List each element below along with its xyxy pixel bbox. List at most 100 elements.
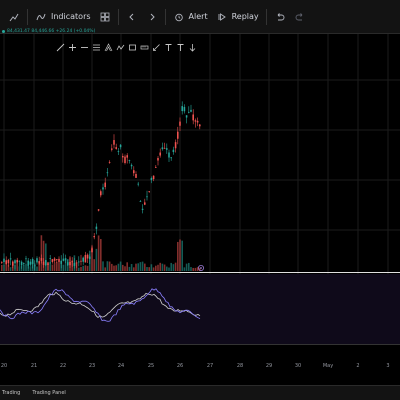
crosshair-tool[interactable] <box>67 42 78 53</box>
fib-retracement-tool[interactable] <box>91 42 102 53</box>
tab-trading-panel[interactable]: Trading Panel <box>32 390 66 396</box>
candle-body <box>172 149 175 153</box>
volume-bar <box>159 262 161 271</box>
candle-body <box>23 263 25 265</box>
candle-body <box>102 187 104 190</box>
volume-bar <box>53 262 56 271</box>
text-box-tool[interactable] <box>175 42 186 53</box>
alert-button[interactable]: Alert <box>169 7 212 27</box>
volume-bar <box>64 260 67 271</box>
candle-body <box>95 226 98 229</box>
volume-bar <box>95 248 98 271</box>
go-to-realtime-icon[interactable] <box>197 264 204 271</box>
more-tools-icon[interactable] <box>187 42 198 53</box>
volume-bar <box>56 262 58 271</box>
candle-body <box>5 260 7 265</box>
candle-body <box>133 170 135 174</box>
volume-bar <box>150 264 153 271</box>
candle-body <box>82 257 84 262</box>
candle-body <box>1 261 3 263</box>
volume-bar <box>23 264 25 271</box>
volume-bar <box>128 266 131 271</box>
time-axis-label: 28 <box>236 363 244 369</box>
candle-body <box>34 265 36 267</box>
toolbar-divider <box>164 8 166 25</box>
volume-bar <box>137 263 139 271</box>
legend-values: 84,431.47 84,446.66 +26.24 (+0.04%) <box>7 29 96 34</box>
candle-body <box>157 158 159 161</box>
volume-bar <box>194 267 197 271</box>
indicators-button[interactable]: Indicators <box>31 7 95 27</box>
volume-bar <box>82 265 84 271</box>
candle-body <box>115 147 117 149</box>
bottom-panel-bar: Trading Trading Panel <box>0 385 400 400</box>
trend-line-tool[interactable] <box>55 42 66 53</box>
path-tool[interactable] <box>115 42 126 53</box>
volume-bar <box>36 266 38 271</box>
candle-body <box>64 258 67 261</box>
candle-body <box>25 258 27 260</box>
volume-bar <box>78 267 80 271</box>
candle-body <box>117 151 120 152</box>
ruler-tool[interactable] <box>139 42 150 53</box>
tab-trading[interactable]: Trading <box>2 390 21 396</box>
candle-body <box>141 208 144 210</box>
volume-bar <box>84 265 87 271</box>
volume-bar <box>51 264 54 271</box>
candle-body <box>177 131 179 139</box>
candle-body <box>51 259 54 262</box>
top-toolbar: Indicators Alert Replay <box>0 0 400 34</box>
volume-bar <box>91 246 93 271</box>
undo-layout-button[interactable] <box>122 7 142 27</box>
price-chart[interactable] <box>0 34 400 400</box>
candle-body <box>36 258 38 263</box>
candle-body <box>93 236 95 238</box>
text-tool[interactable] <box>163 42 174 53</box>
templates-button[interactable] <box>95 7 115 27</box>
pitchfork-tool[interactable] <box>103 42 114 53</box>
toolbar-divider <box>27 8 28 25</box>
candle-body <box>45 260 47 266</box>
undo-button[interactable] <box>270 7 290 27</box>
ohlc-legend: 84,431.47 84,446.66 +26.24 (+0.04%) <box>2 29 95 34</box>
time-axis-label: 20 <box>0 363 8 369</box>
redo-button[interactable] <box>290 7 310 27</box>
volume-bar <box>1 264 3 271</box>
undo-icon <box>274 11 286 23</box>
candle-body <box>179 121 181 126</box>
replay-label: Replay <box>231 12 259 21</box>
horizontal-line-tool[interactable] <box>79 42 90 53</box>
replay-icon <box>216 11 228 23</box>
volume-bar <box>124 266 126 271</box>
volume-bar <box>135 263 137 271</box>
candle-body <box>53 258 56 261</box>
volume-bar <box>168 267 170 271</box>
candle-body <box>185 115 188 118</box>
volume-bar <box>190 267 192 271</box>
candle-body <box>9 258 12 260</box>
candle-body <box>111 148 113 150</box>
measure-tool[interactable] <box>151 42 162 53</box>
volume-bar <box>86 265 89 271</box>
compare-button[interactable] <box>4 7 24 27</box>
volume-bar <box>117 263 120 271</box>
candle-body <box>27 260 29 266</box>
candle-body <box>183 106 186 112</box>
candle-body <box>192 114 194 121</box>
time-axis-label: 23 <box>88 363 96 369</box>
rectangle-tool[interactable] <box>127 42 138 53</box>
candle-body <box>166 148 168 150</box>
volume-bar <box>179 239 181 271</box>
candle-body <box>155 167 157 168</box>
candle-body <box>161 147 164 150</box>
realtime-dot <box>200 267 202 269</box>
volume-bar <box>45 243 47 271</box>
volume-bar <box>113 265 115 271</box>
candle-body <box>137 183 139 185</box>
toolbar-divider <box>265 8 267 25</box>
candlesticks <box>1 101 201 271</box>
volume-bar <box>185 263 188 271</box>
redo-layout-button[interactable] <box>142 7 162 27</box>
candle-body <box>170 157 172 159</box>
replay-button[interactable]: Replay <box>212 7 263 27</box>
